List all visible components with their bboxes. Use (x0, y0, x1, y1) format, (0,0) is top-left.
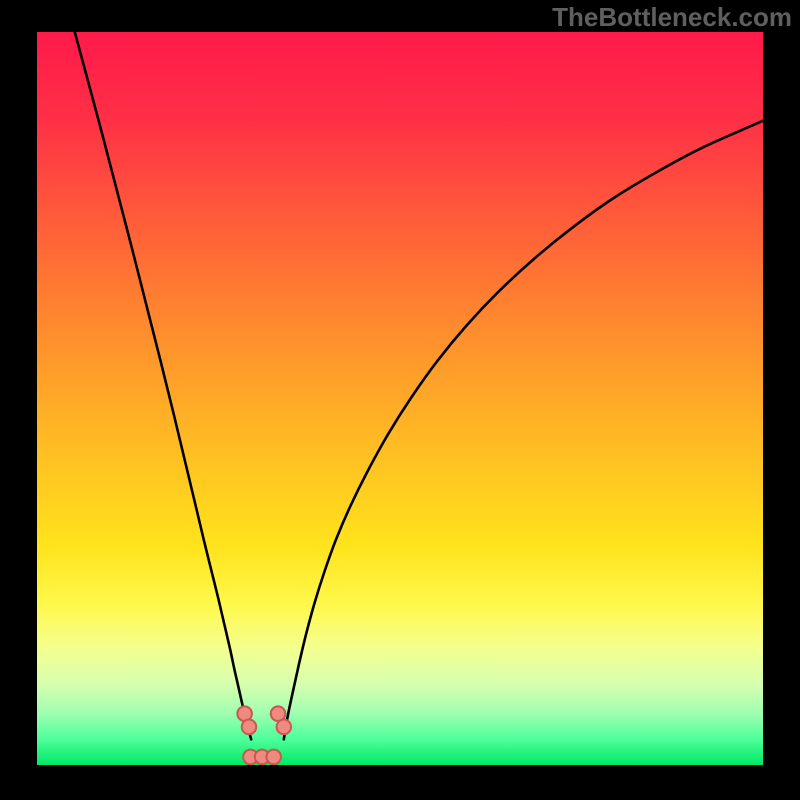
gradient-background (37, 32, 763, 765)
figure-frame: TheBottleneck.com (0, 0, 800, 800)
bottleneck-chart (37, 32, 763, 765)
marker-dot (242, 720, 257, 735)
marker-dot (266, 750, 281, 765)
watermark-text: TheBottleneck.com (552, 2, 792, 33)
marker-dot (277, 720, 292, 735)
